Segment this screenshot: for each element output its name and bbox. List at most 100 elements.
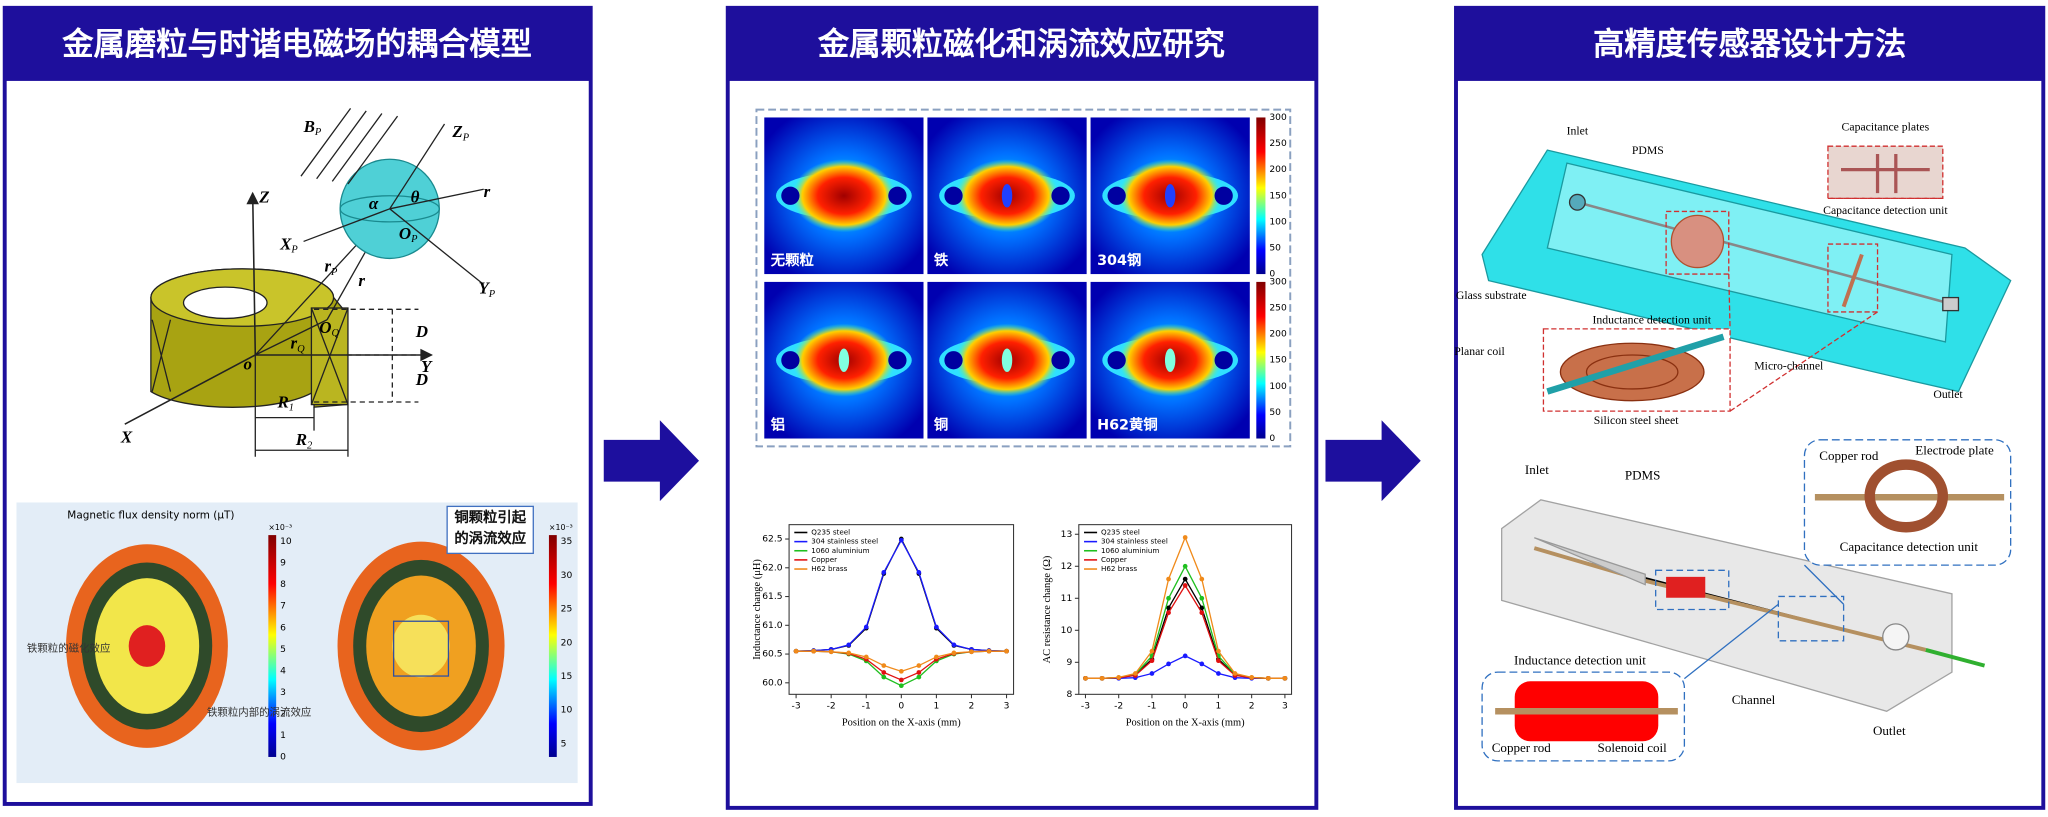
colorbar-exponent: ×10⁻³ bbox=[549, 523, 573, 532]
particle bbox=[1001, 348, 1013, 372]
data-point bbox=[1166, 605, 1171, 611]
plot-title: Magnetic flux density norm (μT) bbox=[67, 510, 234, 522]
label-main: r bbox=[291, 333, 298, 352]
colorbar-tick: 50 bbox=[1269, 243, 1281, 253]
data-point bbox=[1265, 675, 1271, 681]
data-point bbox=[1099, 675, 1105, 681]
heatmap-grid bbox=[755, 108, 1292, 448]
label-main: α bbox=[369, 194, 379, 213]
legend-label: Q235 steel bbox=[811, 527, 850, 536]
colorbar-tick: 300 bbox=[1269, 277, 1287, 287]
heatmap-label: H62黄铜 bbox=[1097, 415, 1158, 433]
colorbar-tick: 10 bbox=[280, 537, 292, 547]
x-tick-label: -1 bbox=[1147, 702, 1156, 712]
data-point bbox=[1216, 671, 1221, 676]
data-point bbox=[916, 663, 922, 668]
colorbar-tick: 250 bbox=[1269, 304, 1287, 314]
data-point bbox=[1116, 675, 1122, 680]
device-label: Copper rod bbox=[1492, 740, 1552, 755]
model-label: rP bbox=[324, 256, 338, 278]
data-point bbox=[1182, 583, 1188, 588]
colorbar-tick: 0 bbox=[1269, 434, 1275, 444]
colorbar-tick: 1 bbox=[280, 731, 286, 741]
model-label: rQ bbox=[291, 333, 306, 355]
x-tick-label: 2 bbox=[969, 702, 975, 712]
field-core bbox=[791, 159, 897, 233]
device-label: Electrode plate bbox=[1915, 443, 1994, 458]
label-sub: Q bbox=[331, 328, 339, 339]
x-tick-label: -2 bbox=[827, 702, 836, 712]
data-point bbox=[898, 668, 904, 674]
data-point bbox=[881, 663, 887, 668]
model-label: D bbox=[415, 370, 428, 389]
heatmap-label: 铜 bbox=[934, 415, 948, 433]
coil-section bbox=[888, 351, 907, 370]
particle bbox=[1001, 184, 1013, 208]
colorbar-tick: 9 bbox=[280, 559, 286, 569]
y-tick-label: 62.5 bbox=[762, 535, 783, 545]
model-label: OQ bbox=[319, 318, 339, 340]
legend-label: 304 stainless steel bbox=[1101, 537, 1168, 546]
data-point bbox=[1149, 671, 1155, 676]
coil-section bbox=[888, 186, 907, 205]
capacitive-inductive-chip bbox=[1481, 145, 2012, 412]
data-point bbox=[934, 654, 939, 660]
y-tick-label: 9 bbox=[1066, 658, 1072, 668]
label-main: Z bbox=[258, 187, 269, 206]
coil-section bbox=[781, 186, 800, 205]
model-label: R2 bbox=[295, 430, 313, 452]
label-sub: Q bbox=[297, 344, 305, 355]
legend-label: Copper bbox=[811, 555, 837, 564]
data-point bbox=[881, 674, 887, 680]
model-label: r bbox=[358, 271, 365, 290]
x-tick-label: 1 bbox=[933, 702, 939, 712]
data-point bbox=[1166, 661, 1171, 667]
y-tick-label: 13 bbox=[1061, 530, 1073, 540]
data-point bbox=[1199, 595, 1205, 601]
annotation: 铁颗粒的磁化效应 bbox=[27, 642, 111, 655]
data-point bbox=[846, 642, 852, 648]
data-point bbox=[898, 537, 904, 543]
coupling-model bbox=[124, 107, 485, 457]
model-label: OP bbox=[399, 224, 418, 246]
x-axis-label: Position on the X-axis (mm) bbox=[1126, 717, 1245, 728]
colorbar-tick: 35 bbox=[561, 537, 573, 547]
label-sub: P bbox=[290, 245, 298, 256]
colorbar-tick: 30 bbox=[561, 571, 573, 581]
data-point bbox=[863, 624, 869, 630]
y-tick-label: 10 bbox=[1061, 626, 1073, 636]
y-axis-label: AC resistance change (Ω) bbox=[1042, 555, 1053, 663]
data-point bbox=[1004, 648, 1009, 654]
data-point bbox=[898, 677, 904, 683]
y-tick-label: 8 bbox=[1066, 690, 1072, 700]
device-label: Inductance detection unit bbox=[1514, 653, 1646, 668]
colorbar-tick: 2 bbox=[280, 709, 286, 719]
data-point bbox=[898, 683, 904, 689]
data-point bbox=[986, 648, 992, 654]
solenoid-electrode-chip bbox=[1481, 439, 2012, 762]
x-tick-label: 3 bbox=[1282, 702, 1288, 712]
data-point bbox=[1199, 576, 1205, 582]
model-label: ZP bbox=[451, 122, 469, 144]
heatmap-label: 铁 bbox=[934, 251, 949, 269]
model-label: R1 bbox=[276, 392, 294, 414]
label-sub: P bbox=[488, 289, 496, 300]
data-point bbox=[1166, 610, 1171, 616]
device-label: Channel bbox=[1732, 692, 1776, 707]
label-main: Y bbox=[421, 357, 433, 376]
model-label: YP bbox=[478, 279, 495, 301]
device-label: Capacitance plates bbox=[1842, 121, 1930, 134]
device-label: Silicon steel sheet bbox=[1594, 414, 1679, 427]
annotation: 铁颗粒内部的涡流效应 bbox=[207, 706, 311, 719]
model-label: r bbox=[484, 182, 491, 201]
colorbar-tick: 20 bbox=[561, 638, 573, 648]
data-point bbox=[916, 674, 922, 680]
colorbar-tick: 5 bbox=[561, 739, 567, 749]
y-tick-label: 61.5 bbox=[762, 592, 783, 602]
legend-label: 1060 aluminium bbox=[1101, 546, 1159, 555]
label-sub: 2 bbox=[307, 441, 312, 452]
data-point bbox=[846, 650, 852, 656]
data-point bbox=[1199, 605, 1205, 611]
label-main: Y bbox=[478, 279, 490, 298]
